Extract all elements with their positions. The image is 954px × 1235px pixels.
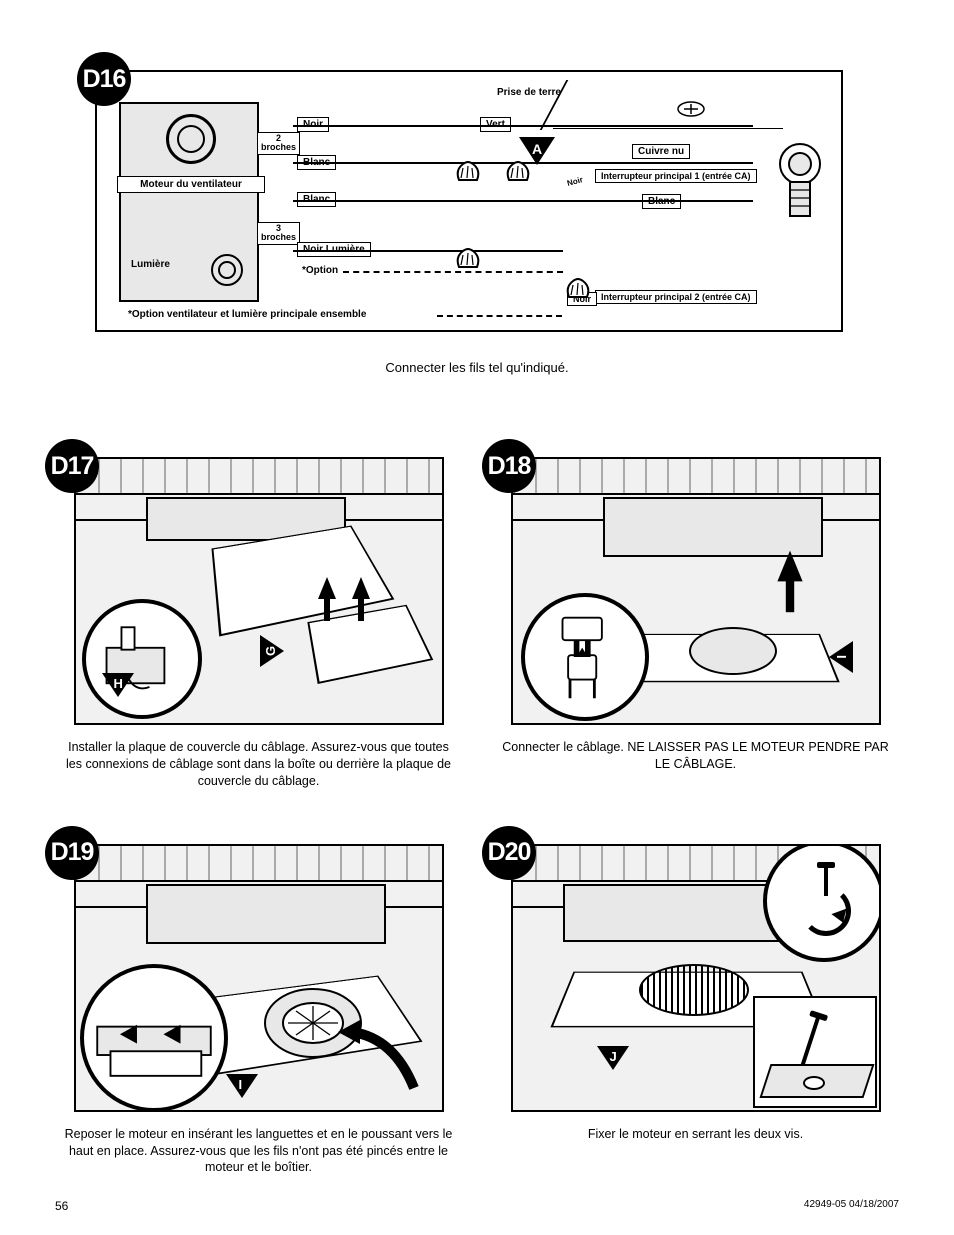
illustration-grid: D17 G H [55, 457, 899, 1176]
cable-clamp-icon [778, 142, 823, 220]
screw-inset [753, 996, 877, 1108]
step-d17: D17 G H [55, 457, 462, 790]
step-badge-d19: D19 [45, 826, 99, 880]
label-option-long: *Option ventilateur et lumière principal… [123, 308, 371, 321]
wire-nut-icon [503, 160, 533, 182]
motor-housing: Moteur du ventilateur Lumière [119, 102, 259, 302]
d20-illustration: J [511, 844, 881, 1112]
light-socket-icon [211, 254, 243, 286]
marker-g-letter: G [263, 646, 278, 656]
step-badge-d18: D18 [482, 439, 536, 493]
label-int1: Interrupteur principal 1 (entrée CA) [595, 169, 757, 183]
marker-a-letter: A [532, 141, 542, 157]
d20-caption: Fixer le moteur en serrant les deux vis. [492, 1126, 899, 1143]
step-badge-d16: D16 [77, 52, 131, 106]
pin3-label: 3 broches [257, 222, 300, 245]
d16-caption: Connecter les fils tel qu'indiqué. [55, 360, 899, 375]
light-label: Lumière [131, 259, 170, 270]
wire-nut-icon [453, 160, 483, 182]
step-d18: D18 I Connecter le câblage. NE LAISSER P… [492, 457, 899, 790]
marker-i-letter: I [834, 655, 849, 659]
label-cuivre: Cuivre nu [632, 144, 690, 159]
d16-wiring-diagram: D16 Moteur du ventilateur Lumière 2 broc… [95, 70, 843, 332]
d19-caption: Reposer le moteur en insérant les langue… [55, 1126, 462, 1177]
marker-h-letter: H [114, 676, 123, 691]
pin2-label: 2 broches [257, 132, 300, 155]
label-noir-sm: Noir [561, 173, 589, 190]
motor-label: Moteur du ventilateur [117, 176, 265, 193]
step-d20: D20 J [492, 844, 899, 1177]
d18-caption: Connecter le câblage. NE LAISSER PAS LE … [492, 739, 899, 773]
step-badge-d17: D17 [45, 439, 99, 493]
page: D16 Moteur du ventilateur Lumière 2 broc… [0, 0, 954, 1206]
d17-illustration: G H [74, 457, 444, 725]
step-badge-d20: D20 [482, 826, 536, 880]
d19-illustration: I [74, 844, 444, 1112]
ground-screw-icon [676, 100, 706, 118]
d17-caption: Installer la plaque de couvercle du câbl… [55, 739, 462, 790]
wire-nut-icon [453, 247, 483, 269]
step-d19: D19 [55, 844, 462, 1177]
page-footer: 56 42949-05 04/18/2007 [55, 1199, 899, 1213]
fan-motor-icon [166, 114, 216, 164]
page-number: 56 [55, 1199, 68, 1213]
marker-i-letter: I [239, 1077, 243, 1092]
doc-number: 42949-05 04/18/2007 [804, 1199, 899, 1213]
marker-j-letter: J [610, 1049, 617, 1064]
insert-arrow-icon [334, 1018, 429, 1098]
wire-nut-icon [563, 277, 593, 299]
label-prise-terre: Prise de terre [492, 86, 566, 99]
label-option: *Option [297, 264, 343, 277]
d18-illustration: I [511, 457, 881, 725]
label-int2: Interrupteur principal 2 (entrée CA) [595, 290, 757, 304]
